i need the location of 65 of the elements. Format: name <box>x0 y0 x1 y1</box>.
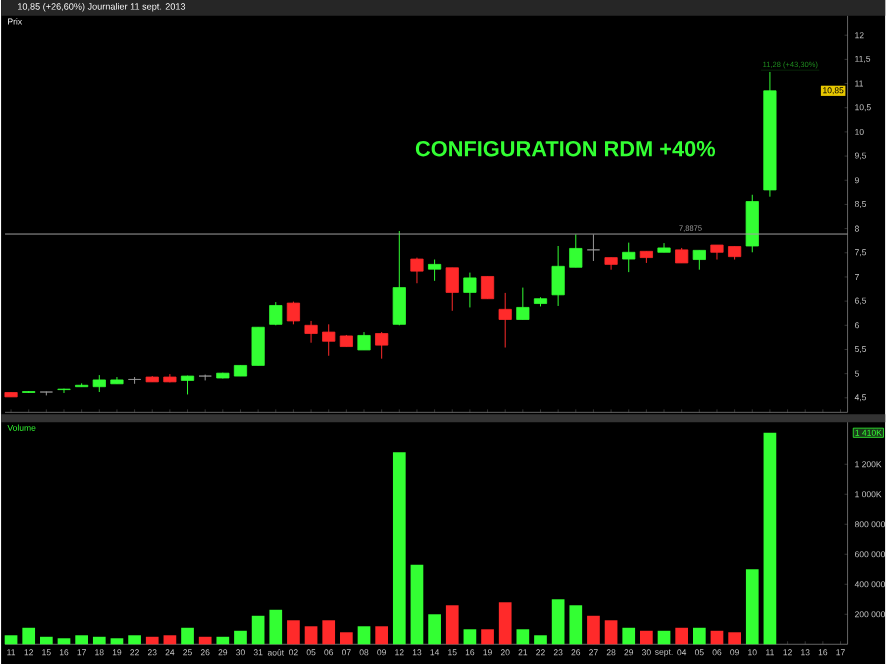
bar <box>410 564 424 645</box>
bar <box>516 629 530 645</box>
candlestick <box>251 326 265 366</box>
bar <box>322 620 336 645</box>
bar <box>304 626 318 645</box>
bar <box>145 636 159 645</box>
candlestick <box>516 287 530 320</box>
bar <box>710 630 724 645</box>
candlestick <box>569 233 583 268</box>
candlestick <box>375 331 389 360</box>
bar <box>57 638 71 645</box>
candlestick <box>57 388 71 394</box>
candlestick <box>710 244 724 261</box>
bar <box>763 432 777 645</box>
bar <box>692 627 706 645</box>
candlestick <box>692 249 706 271</box>
bar <box>163 635 177 645</box>
candlestick <box>622 242 636 273</box>
bar <box>375 626 389 645</box>
bar <box>675 627 689 645</box>
candlestick <box>463 272 477 308</box>
bar <box>216 636 230 645</box>
bar <box>75 635 88 645</box>
bar <box>234 630 247 645</box>
bar <box>728 632 741 645</box>
bar <box>551 599 565 645</box>
bar <box>498 602 512 645</box>
bar <box>287 620 300 645</box>
bar <box>445 605 459 645</box>
candlestick <box>180 375 195 395</box>
bar <box>640 630 653 645</box>
candlestick <box>410 257 424 284</box>
bar <box>269 609 283 645</box>
bar <box>128 635 141 645</box>
bar <box>110 638 124 645</box>
bar <box>251 615 265 645</box>
candlestick <box>445 267 459 312</box>
candlestick <box>392 230 406 326</box>
bar <box>428 614 441 645</box>
bar <box>569 605 583 645</box>
bar <box>745 569 759 645</box>
bar <box>604 620 618 645</box>
candlestick <box>304 320 318 344</box>
annotation: CONFIGURATION RDM +40% <box>415 140 716 157</box>
bar <box>198 636 212 645</box>
bar <box>22 627 36 645</box>
bar <box>534 635 547 645</box>
bar <box>39 636 53 645</box>
candlestick <box>480 275 495 300</box>
bar <box>463 629 477 645</box>
bar <box>357 626 371 645</box>
bar <box>392 452 406 645</box>
bar <box>181 627 194 645</box>
bar <box>92 636 106 645</box>
bar <box>587 615 600 645</box>
bar <box>4 635 18 645</box>
candlestick <box>322 323 336 357</box>
bar <box>657 630 671 645</box>
candlestick <box>428 259 442 282</box>
bar <box>340 632 353 645</box>
bar <box>481 629 494 645</box>
candlestick <box>498 292 512 349</box>
candlestick <box>745 194 759 253</box>
bar <box>622 627 636 645</box>
candlestick <box>551 245 565 307</box>
